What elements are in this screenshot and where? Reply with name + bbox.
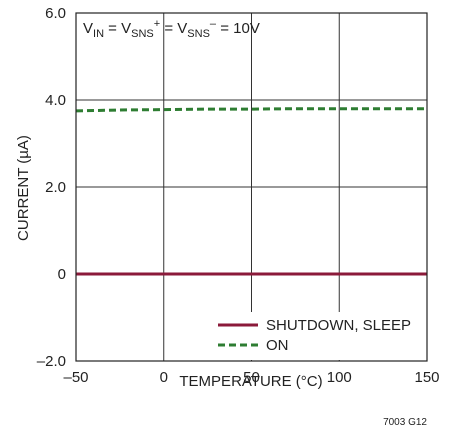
x-tick-labels: –50 0 50 100 150 <box>63 369 439 386</box>
y-tick-label: 2.0 <box>45 179 66 196</box>
x-axis-title: TEMPERATURE (°C) <box>179 373 322 390</box>
condition-annotation: VIN = VSNS+ = VSNS– = 10V <box>83 18 260 40</box>
figure-id: 7003 G12 <box>383 417 427 428</box>
legend-background <box>210 312 424 360</box>
y-axis-title: CURRENT (µA) <box>15 135 32 241</box>
legend-label-on: ON <box>266 337 289 354</box>
x-tick-label: –50 <box>63 369 88 386</box>
x-tick-label: 150 <box>414 369 439 386</box>
y-tick-labels: –2.0 0 2.0 4.0 6.0 <box>37 5 66 370</box>
plot-frame <box>75 12 428 362</box>
y-tick-label: 4.0 <box>45 92 66 109</box>
series-line-on <box>75 107 427 113</box>
grid-lines <box>76 13 427 361</box>
legend: SHUTDOWN, SLEEP ON <box>210 312 424 360</box>
y-tick-label: –2.0 <box>37 353 66 370</box>
series-lines <box>75 107 427 276</box>
x-tick-label: 50 <box>243 369 260 386</box>
x-tick-label: 100 <box>327 369 352 386</box>
y-tick-label: 0 <box>58 266 66 283</box>
y-tick-label: 6.0 <box>45 5 66 22</box>
x-tick-label: 0 <box>160 369 168 386</box>
legend-label-shutdown-sleep: SHUTDOWN, SLEEP <box>266 317 411 334</box>
